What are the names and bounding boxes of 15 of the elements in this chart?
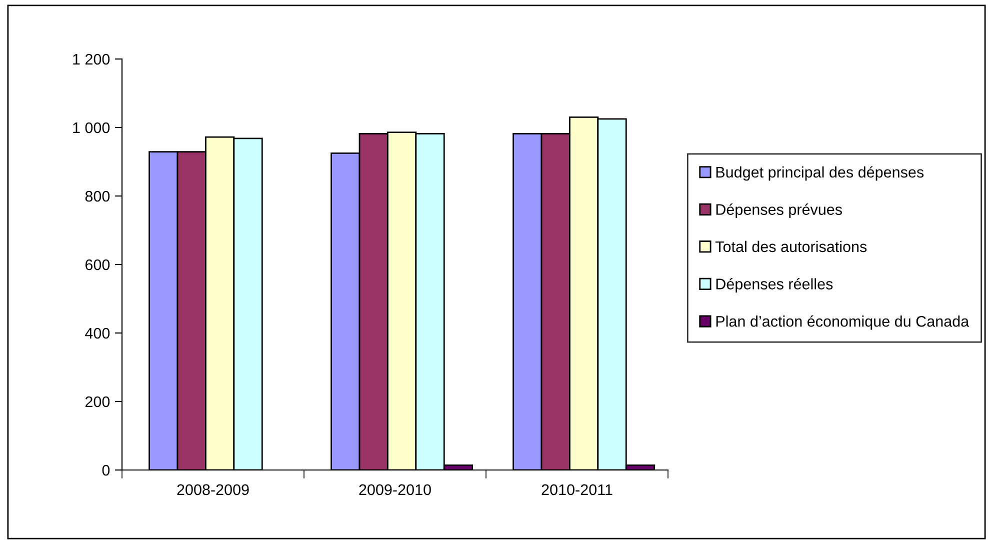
y-tick-label: 800 xyxy=(85,190,110,202)
x-tick-label: 2010-2011 xyxy=(542,484,612,496)
y-tick-label: 200 xyxy=(85,396,110,408)
legend-label: Total des autorisations xyxy=(715,240,867,252)
legend-label: Budget principal des dépenses xyxy=(716,166,924,181)
y-tick-label: 400 xyxy=(85,328,110,339)
x-tick-label: 2008-2009 xyxy=(177,484,249,496)
x-tick-label: 2009-2010 xyxy=(359,484,431,496)
legend-label: Plan d’action économique du Canada xyxy=(716,315,970,330)
legend-label: Dépenses prévues xyxy=(716,204,842,218)
y-tick-label: 1 000 xyxy=(73,122,110,134)
y-tick-label: 600 xyxy=(85,259,110,270)
y-tick-label: 0 xyxy=(102,464,110,476)
legend-label: Dépenses réelles xyxy=(716,278,833,292)
y-tick-label: 1 200 xyxy=(73,54,110,65)
